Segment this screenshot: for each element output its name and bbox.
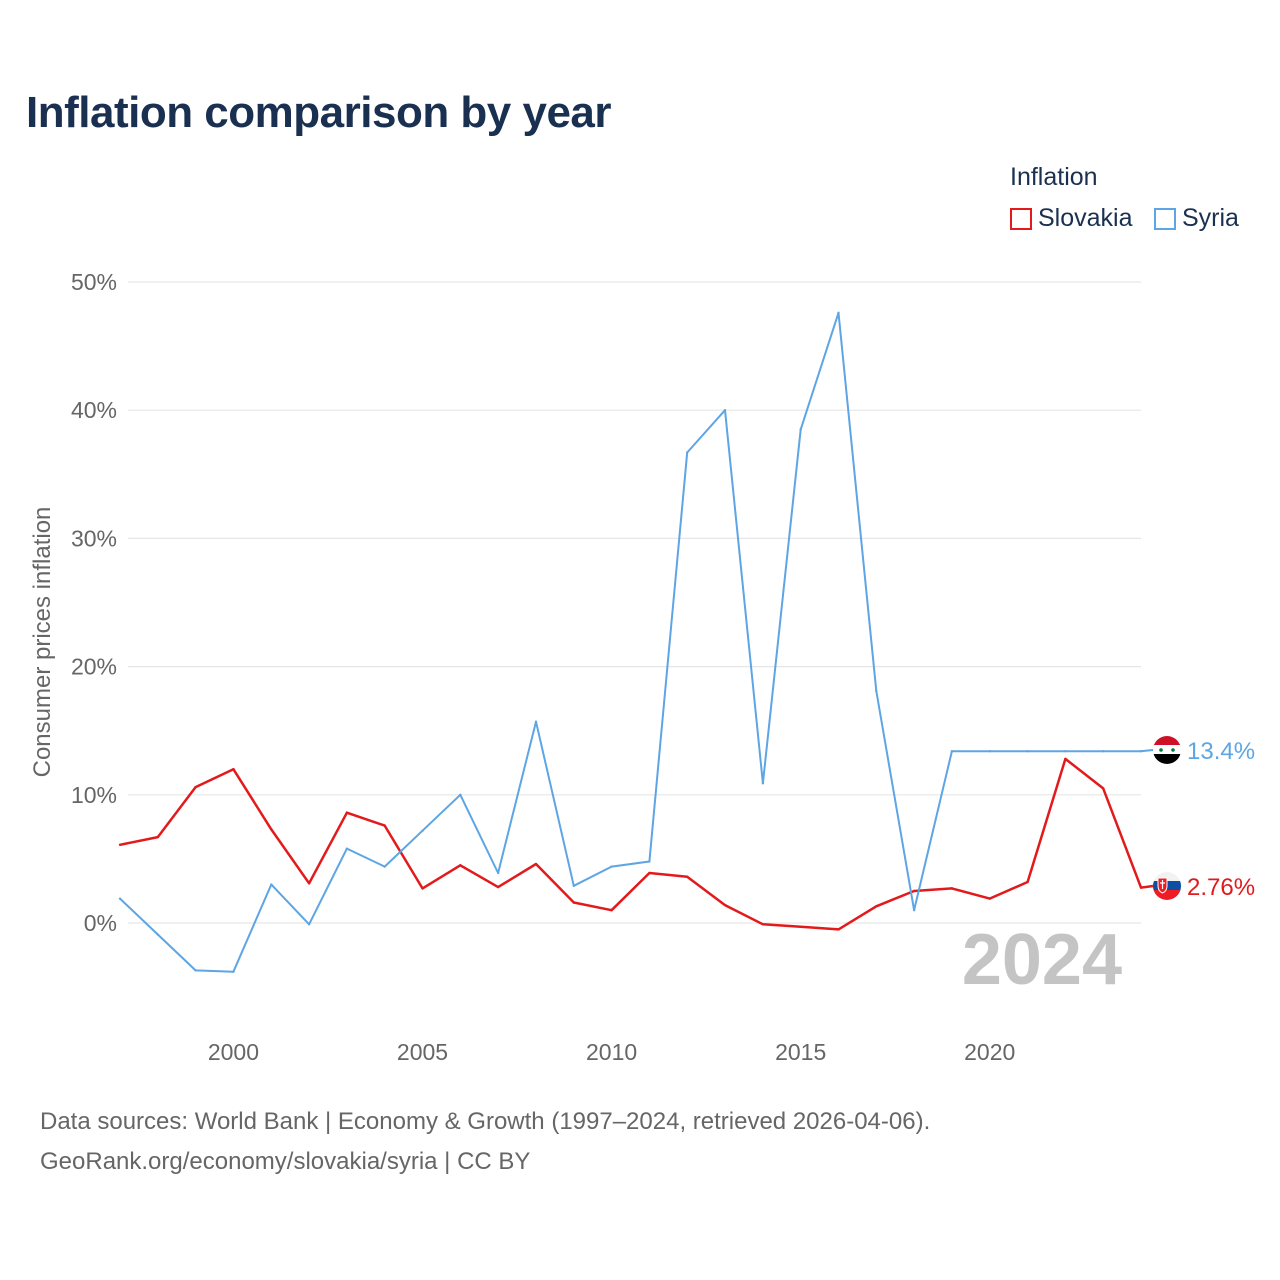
data-point-slovakia — [572, 901, 575, 904]
data-point-syria — [686, 451, 689, 454]
data-point-slovakia — [723, 903, 727, 907]
data-point-syria — [799, 428, 802, 431]
x-tick-label: 2005 — [397, 1039, 448, 1065]
data-point-slovakia — [421, 887, 424, 890]
source-line-2[interactable]: GeoRank.org/economy/slovakia/syria | CC … — [40, 1148, 531, 1175]
data-point-syria — [345, 847, 349, 850]
data-point-syria — [421, 829, 424, 832]
data-point-syria — [875, 689, 878, 693]
series-line-syria[interactable] — [119, 311, 1154, 973]
x-tick-label: 2015 — [775, 1039, 826, 1065]
data-point-slovakia — [156, 835, 160, 839]
data-point-syria — [534, 720, 538, 723]
data-point-slovakia — [1139, 886, 1143, 889]
legend-label-syria: Syria — [1182, 204, 1239, 232]
grid-lines — [128, 281, 1141, 924]
data-point-syria — [912, 908, 916, 912]
source-line-1: Data sources: World Bank | Economy & Gro… — [40, 1108, 931, 1135]
data-point-syria — [1101, 750, 1105, 753]
data-point-syria — [383, 865, 386, 868]
data-point-slovakia — [912, 889, 916, 893]
data-point-slovakia — [270, 828, 273, 831]
data-point-slovakia — [459, 864, 462, 867]
legend-item-syria[interactable]: Syria — [1154, 204, 1239, 233]
data-point-slovakia — [837, 928, 840, 931]
data-point-slovakia — [307, 882, 311, 885]
end-label-slovakia: 2.76% — [1187, 874, 1255, 901]
data-point-syria — [459, 793, 462, 796]
data-point-slovakia — [1064, 757, 1067, 761]
year-watermark: 2024 — [962, 920, 1122, 1000]
y-tick-label: 20% — [71, 654, 117, 680]
y-tick-label: 40% — [71, 397, 117, 423]
data-point-slovakia — [610, 908, 613, 912]
x-tick-label: 2010 — [586, 1039, 637, 1065]
data-point-syria — [118, 897, 122, 900]
y-axis-ticks: 0% 10% 20% 30% 40% 50% — [71, 269, 117, 936]
data-point-syria — [837, 311, 840, 314]
data-point-slovakia — [118, 843, 122, 846]
y-axis-label: Consumer prices inflation — [29, 507, 56, 778]
legend-swatch-syria — [1154, 207, 1176, 230]
data-point-slovakia — [875, 905, 878, 908]
series-lines — [118, 311, 1154, 973]
data-point-slovakia — [194, 785, 197, 789]
data-point-syria — [156, 933, 160, 936]
legend-swatch-slovakia — [1010, 207, 1032, 230]
data-point-syria — [232, 970, 235, 973]
data-point-slovakia — [648, 871, 651, 875]
data-point-syria — [648, 860, 651, 863]
legend-label-slovakia: Slovakia — [1038, 204, 1133, 232]
x-tick-label: 2000 — [208, 1039, 259, 1065]
y-tick-label: 10% — [71, 782, 117, 808]
data-point-slovakia — [496, 885, 500, 889]
data-point-syria — [950, 750, 954, 753]
data-point-slovakia — [1026, 880, 1029, 884]
data-point-syria — [723, 409, 727, 412]
legend-item-slovakia[interactable]: Slovakia — [1010, 204, 1133, 233]
series-line-slovakia[interactable] — [119, 757, 1154, 931]
legend-title: Inflation — [1010, 163, 1098, 191]
data-point-slovakia — [950, 887, 954, 890]
data-point-slovakia — [345, 811, 349, 814]
y-tick-label: 50% — [71, 269, 117, 295]
data-point-slovakia — [383, 824, 386, 827]
data-point-slovakia — [761, 923, 765, 926]
data-point-slovakia — [799, 925, 802, 929]
syria-flag-icon — [1153, 736, 1181, 764]
y-tick-label: 30% — [71, 525, 117, 551]
data-point-syria — [194, 969, 197, 972]
data-point-syria — [988, 750, 991, 753]
x-axis-ticks: 2000 2005 2010 2015 2020 — [208, 1039, 1015, 1065]
data-point-slovakia — [988, 897, 991, 900]
data-point-slovakia — [1101, 787, 1105, 790]
data-point-slovakia — [534, 862, 538, 866]
data-point-syria — [761, 782, 765, 785]
end-label-syria: 13.4% — [1187, 738, 1255, 765]
slovakia-flag-icon — [1153, 872, 1181, 900]
end-labels: 2.76% 13.4% — [1187, 738, 1255, 901]
data-point-syria — [572, 884, 575, 888]
data-point-syria — [270, 883, 273, 886]
x-tick-label: 2020 — [964, 1039, 1015, 1065]
data-point-slovakia — [232, 767, 235, 771]
data-point-syria — [307, 923, 311, 926]
data-point-syria — [1064, 750, 1067, 753]
data-point-syria — [1026, 750, 1029, 753]
data-point-syria — [496, 871, 500, 875]
chart-title: Inflation comparison by year — [26, 88, 612, 137]
y-tick-label: 0% — [84, 910, 117, 936]
data-point-slovakia — [686, 875, 689, 879]
data-point-syria — [610, 865, 613, 868]
data-point-syria — [1139, 750, 1143, 753]
